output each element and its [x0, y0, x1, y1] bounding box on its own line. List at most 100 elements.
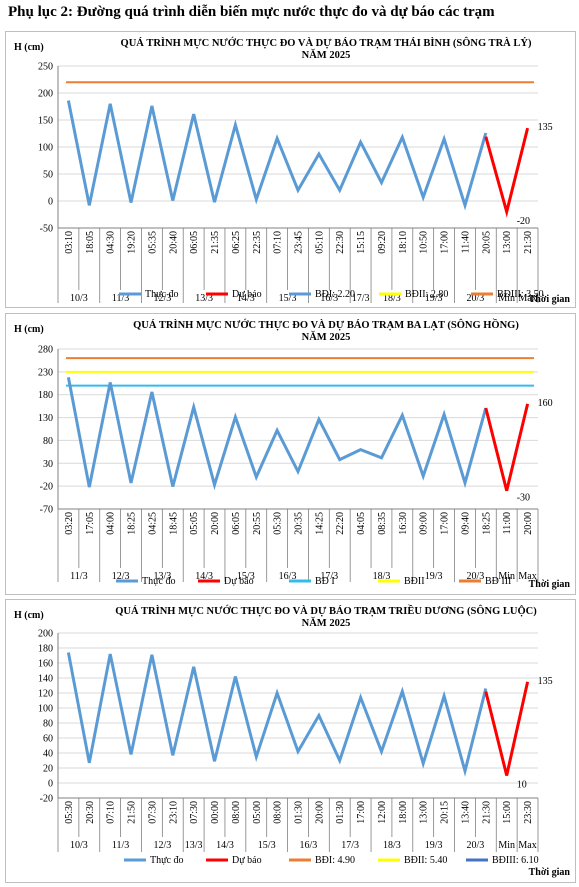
y-tick-label: -70	[40, 505, 53, 516]
x-tick-label: 18:10	[398, 231, 409, 254]
x-tick-label: 08:00	[273, 801, 284, 824]
x-tick-label: 05:30	[64, 801, 75, 824]
x-tick-label: 09:00	[419, 512, 430, 535]
date-group-label: 14/3	[237, 293, 255, 304]
legend-label: Thực đo	[142, 576, 175, 587]
chart-title: QUÁ TRÌNH MỰC NƯỚC THỰC ĐO VÀ DỰ BÁO TRẠ…	[115, 604, 537, 617]
legend-label: BĐII	[404, 576, 425, 587]
x-tick-label: 12:00	[377, 801, 388, 824]
x-tick-label: 20:55	[252, 512, 263, 535]
y-tick-label: 60	[43, 734, 53, 745]
x-tick-label: 06:05	[231, 512, 242, 535]
x-tick-label: 23:45	[294, 231, 305, 254]
legend-label: BĐII: 5.40	[404, 855, 447, 866]
date-group-label: 20/3	[467, 840, 485, 851]
legend-label: Thực đo	[150, 855, 183, 866]
y-tick-label: 200	[38, 89, 53, 100]
data-label-min: -20	[517, 216, 530, 227]
chart-panel-trieu-duong: QUÁ TRÌNH MỰC NƯỚC THỰC ĐO VÀ DỰ BÁO TRẠ…	[5, 599, 576, 883]
x-tick-label: 18:05	[85, 231, 96, 254]
series-line	[484, 403, 530, 492]
y-tick-label: 80	[43, 719, 53, 730]
date-group-label: 17/3	[341, 840, 359, 851]
x-tick-label: 05:10	[314, 231, 325, 254]
date-group-label: 14/3	[195, 571, 213, 582]
x-tick-label: 20:05	[481, 231, 492, 254]
series-line	[484, 681, 530, 776]
x-tick-label: 21:35	[210, 231, 221, 254]
date-group-label: 15/3	[279, 293, 297, 304]
y-tick-label: 30	[43, 459, 53, 470]
y-axis-label: H (cm)	[14, 324, 44, 335]
legend-label: Dự báo	[232, 289, 262, 300]
y-tick-label: 0	[48, 779, 53, 790]
legend-label: Thực đo	[145, 289, 178, 300]
legend-label: BĐIII: 6.10	[492, 855, 539, 866]
y-axis-label: H (cm)	[14, 42, 44, 53]
x-tick-label: 07:30	[189, 801, 200, 824]
legend-label: BĐI: 2.20	[315, 289, 355, 300]
x-tick-label: 14:25	[314, 512, 325, 535]
x-tick-label: 23:30	[523, 801, 534, 824]
y-tick-label: 100	[38, 143, 53, 154]
date-group-label: 12/3	[112, 571, 130, 582]
x-tick-label: 00:00	[210, 801, 221, 824]
x-tick-label: 11:00	[502, 512, 513, 534]
date-group-label: Min	[498, 840, 515, 851]
date-group-label: 11/3	[112, 293, 129, 304]
date-group-label: 16/3	[300, 840, 318, 851]
x-tick-label: 18:25	[481, 512, 492, 535]
date-group-label: 16/3	[279, 571, 297, 582]
y-tick-label: 180	[38, 644, 53, 655]
x-tick-label: 21:30	[481, 801, 492, 824]
x-tick-label: 10:50	[419, 231, 430, 254]
x-tick-label: 20:40	[168, 231, 179, 254]
x-tick-label: 07:10	[106, 801, 117, 824]
y-tick-label: -20	[40, 482, 53, 493]
x-tick-label: 17:00	[440, 231, 451, 254]
x-tick-label: 20:00	[314, 801, 325, 824]
x-tick-label: 23:10	[168, 801, 179, 824]
date-group-label: Min	[498, 571, 515, 582]
x-tick-label: 05:30	[273, 512, 284, 535]
date-group-label: 10/3	[70, 293, 88, 304]
y-tick-label: 250	[38, 62, 53, 73]
chart-subtitle: NĂM 2025	[302, 49, 351, 61]
y-tick-label: 180	[38, 390, 53, 401]
y-tick-label: 230	[38, 367, 53, 378]
legend-label: BĐ I	[315, 576, 335, 587]
date-group-label: 11/3	[112, 840, 129, 851]
x-tick-label: 16:30	[398, 512, 409, 535]
x-axis-label: Thời gian	[529, 867, 571, 878]
date-group-label: 20/3	[467, 571, 485, 582]
date-group-label: 13/3	[195, 293, 213, 304]
y-tick-label: -50	[40, 224, 53, 235]
data-label-max: 160	[538, 398, 553, 409]
x-tick-label: 20:00	[210, 512, 221, 535]
x-tick-label: 05:05	[189, 512, 200, 535]
date-group-label: 12/3	[153, 840, 171, 851]
data-label-min: -30	[517, 493, 530, 504]
date-group-label: Max	[518, 840, 536, 851]
x-tick-label: 17:00	[440, 512, 451, 535]
x-tick-label: 04:30	[106, 231, 117, 254]
y-tick-label: 0	[48, 197, 53, 208]
date-group-label: 17/3	[352, 293, 370, 304]
series-line	[66, 377, 488, 491]
x-tick-label: 04:00	[106, 512, 117, 535]
x-tick-label: 07:10	[273, 231, 284, 254]
date-group-label: 14/3	[216, 840, 234, 851]
date-group-label: 19/3	[425, 293, 443, 304]
y-tick-label: 100	[38, 704, 53, 715]
y-tick-label: 50	[43, 170, 53, 181]
chart-title: QUÁ TRÌNH MỰC NƯỚC THỰC ĐO VÀ DỰ BÁO TRẠ…	[121, 36, 532, 49]
y-axis-label: H (cm)	[14, 610, 44, 621]
date-group-label: Max	[518, 571, 536, 582]
date-group-label: 19/3	[425, 571, 443, 582]
x-tick-label: 09:40	[460, 512, 471, 535]
chart-subtitle: NĂM 2025	[302, 331, 351, 343]
date-group-label: 13/3	[153, 571, 171, 582]
x-tick-label: 13:00	[502, 231, 513, 254]
x-tick-label: 15:00	[502, 801, 513, 824]
y-tick-label: 20	[43, 764, 53, 775]
